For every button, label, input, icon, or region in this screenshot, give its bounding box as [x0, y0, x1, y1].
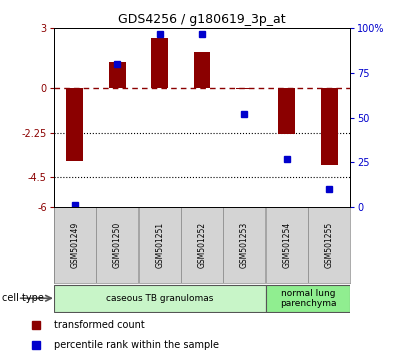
Text: GSM501254: GSM501254	[282, 222, 291, 268]
Text: cell type: cell type	[2, 293, 44, 303]
Bar	[151, 38, 168, 88]
Bar	[320, 88, 338, 165]
Bar	[181, 207, 223, 283]
Bar	[193, 52, 211, 88]
Text: GSM501255: GSM501255	[324, 222, 334, 268]
Bar	[54, 207, 96, 283]
Bar	[66, 88, 84, 161]
Text: GSM501249: GSM501249	[70, 222, 80, 268]
Text: GSM501251: GSM501251	[155, 222, 164, 268]
Bar	[265, 285, 350, 312]
Text: percentile rank within the sample: percentile rank within the sample	[54, 340, 219, 350]
Bar	[109, 62, 126, 88]
Bar	[308, 207, 350, 283]
Bar	[54, 285, 265, 312]
Text: transformed count: transformed count	[54, 320, 144, 330]
Bar	[96, 207, 138, 283]
Text: caseous TB granulomas: caseous TB granulomas	[106, 294, 213, 303]
Text: normal lung
parenchyma: normal lung parenchyma	[280, 289, 336, 308]
Bar	[236, 88, 253, 89]
Bar	[266, 207, 308, 283]
Bar	[223, 207, 265, 283]
Text: GSM501250: GSM501250	[113, 222, 122, 268]
Bar	[139, 207, 181, 283]
Text: GSM501253: GSM501253	[240, 222, 249, 268]
Text: GSM501252: GSM501252	[197, 222, 207, 268]
Bar	[278, 88, 295, 133]
Title: GDS4256 / g180619_3p_at: GDS4256 / g180619_3p_at	[118, 13, 286, 26]
